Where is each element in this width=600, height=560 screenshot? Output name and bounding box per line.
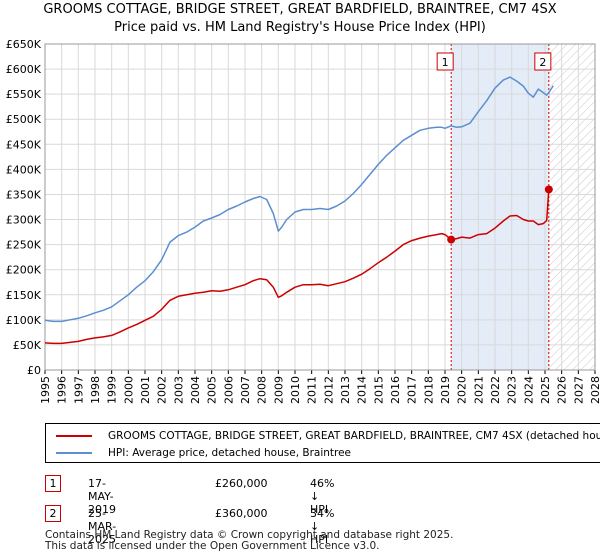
x-tick-label: 2006 [222,376,235,404]
sale-marker-box [436,52,454,71]
x-tick-label: 2024 [522,376,535,404]
y-tick-label: £150K [6,289,42,302]
x-tick-label: 2015 [372,376,385,404]
sale-point [544,185,553,194]
legend-swatch-hpi [56,452,92,454]
sale-hpi-1: 46% ↓ HPI [310,477,335,516]
y-tick-label: £200K [6,264,42,277]
legend-swatch-property [56,435,92,437]
y-tick-label: £250K [6,239,42,252]
sale-point [447,235,456,244]
property-series-line [44,186,553,345]
y-tick-label: £600K [6,63,42,76]
x-tick-label: 2019 [439,376,452,404]
sale-price-1: £260,000 [215,477,268,490]
legend-label-hpi: HPI: Average price, detached house, Brai… [108,447,352,459]
x-tick-label: 2018 [422,376,435,404]
x-tick-label: 2023 [506,376,519,404]
legend-entry-property: GROOMS COTTAGE, BRIDGE STREET, GREAT BAR… [56,427,600,445]
x-tick-label: 2003 [172,376,185,404]
sale-marker-box [534,52,552,71]
price-chart: £0 £50K £100K £150K £200K £250K £300K £350K £400… [6,38,600,404]
x-tick-label: 2008 [256,376,269,404]
footer: Contains HM Land Registry data © Crown c… [45,530,453,552]
sale-hpi-2: 34% ↓ HPI [310,507,335,546]
sale-badge-2: 2 [45,505,61,522]
x-tick-label: 2002 [156,376,169,404]
x-tick-label: 1997 [72,376,85,404]
x-tick-label: 2021 [472,376,485,404]
y-tick-label: £0 [27,364,41,377]
x-tick-label: 2004 [189,376,202,404]
shaded-region [451,44,549,370]
sale-marker-label: 2 [539,56,546,69]
legend-label-property: GROOMS COTTAGE, BRIDGE STREET, GREAT BAR… [108,430,600,442]
y-tick-label: £50K [13,339,42,352]
sale-badge-1: 1 [45,475,61,492]
x-tick-label: 2007 [239,376,252,404]
legend: GROOMS COTTAGE, BRIDGE STREET, GREAT BAR… [45,423,600,463]
y-tick-label: £500K [6,113,42,126]
y-tick-label: £300K [6,214,42,227]
legend-entry-hpi: HPI: Average price, detached house, Brai… [56,444,351,462]
x-tick-label: 1995 [39,376,52,404]
x-tick-label: 1998 [89,376,102,404]
x-tick-label: 2017 [406,376,419,404]
hatched-region [548,44,595,370]
x-tick-label: 2014 [356,376,369,404]
footer-line-2: This data is licensed under the Open Gov… [45,540,380,552]
x-tick-label: 2009 [272,376,285,404]
y-tick-label: £550K [6,88,42,101]
y-tick-label: £100K [6,314,42,327]
y-tick-label: £350K [6,188,42,201]
plot-frame [44,43,596,371]
x-tick-label: 2016 [389,376,402,404]
footer-line-1: Contains HM Land Registry data © Crown c… [45,529,454,541]
y-tick-label: £450K [6,138,42,151]
chart-subtitle: Price paid vs. HM Land Registry's House … [114,20,486,35]
chart-title: GROOMS COTTAGE, BRIDGE STREET, GREAT BAR… [43,2,557,17]
sale-date-2: 25-MAR-2025 [88,507,117,546]
x-tick-label: 1996 [56,376,69,404]
x-tick-label: 2027 [572,376,585,404]
x-tick-label: 2000 [122,376,135,404]
x-tick-label: 2026 [556,376,569,404]
x-tick-label: 2013 [339,376,352,404]
x-tick-label: 2025 [539,376,552,404]
sale-date-1: 17-MAY-2019 [88,477,116,516]
sale-marker-label: 1 [442,56,449,69]
sale-price-2: £360,000 [215,507,268,520]
x-tick-label: 2005 [206,376,219,404]
x-tick-label: 1999 [106,376,119,404]
x-tick-label: 2012 [322,376,335,404]
x-tick-label: 2020 [456,376,469,404]
x-tick-label: 2001 [139,376,152,404]
x-tick-label: 2028 [589,376,600,404]
y-tick-label: £650K [6,38,42,51]
y-tick-label: £400K [6,163,42,176]
x-tick-label: 2010 [289,376,302,404]
x-tick-label: 2011 [306,376,319,404]
x-tick-label: 2022 [489,376,502,404]
hpi-series-line [44,76,554,323]
